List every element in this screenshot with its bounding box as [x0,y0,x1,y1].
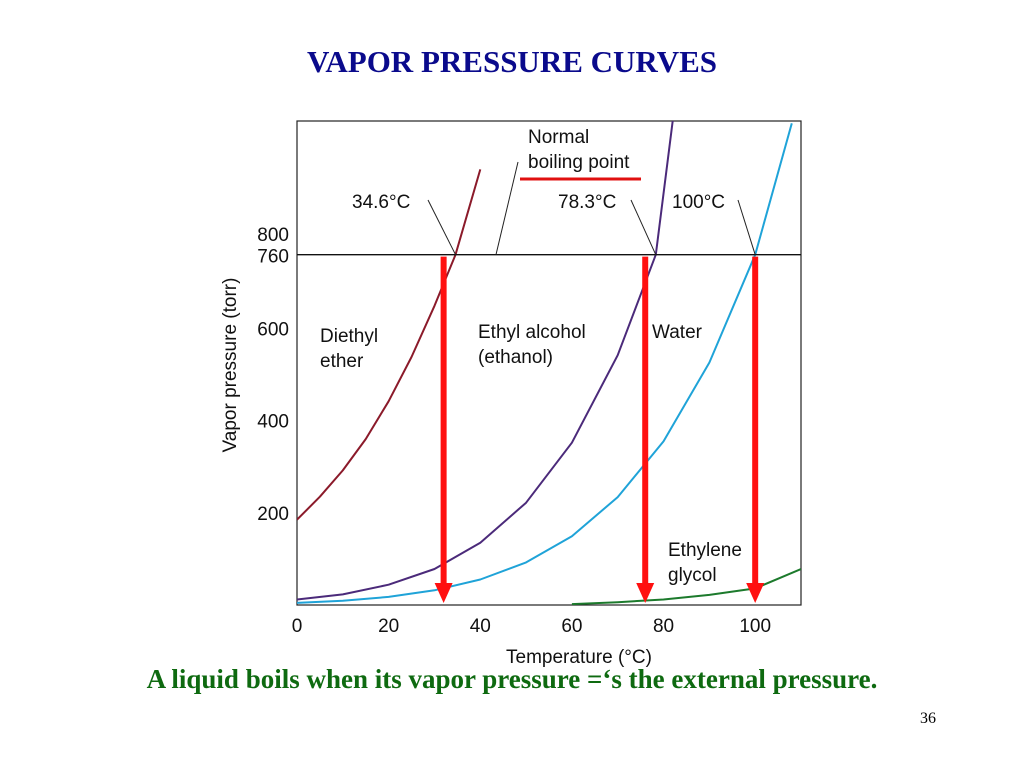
boiling-point-label: 34.6°C [352,192,410,213]
y-axis-label: Vapor pressure (torr) [220,278,241,453]
y-tick-label: 760 [257,247,289,268]
arrows [434,256,765,603]
plot-background [297,121,801,605]
plot-border [296,120,802,606]
series-line-1 [297,121,674,601]
slide-caption: A liquid boils when its vapor pressure =… [146,664,878,694]
boiling-arrow-head [434,583,453,603]
x-tick-label: 100 [739,616,771,637]
y-tick-label: 200 [257,504,289,525]
boiling-point-leader [630,199,657,255]
series-label: (ethanol) [478,347,553,368]
y-tick-label: 400 [257,412,289,433]
x-tick-label: 80 [653,616,674,637]
page-number: 36 [920,710,936,727]
series-line-2 [297,123,793,604]
series-label: Ethyl alcohol [478,322,586,343]
series-line-0 [297,169,482,521]
y-tick-label: 600 [257,319,289,340]
slide-title: VAPOR PRESSURE CURVES [306,44,718,79]
normal-bp-leader [495,161,519,255]
series-label: glycol [668,565,717,586]
x-axis-label: Temperature (°C) [506,647,652,668]
boiling-point-leader [427,199,456,255]
x-tick-label: 60 [561,616,582,637]
boiling-arrow-head [746,583,765,603]
x-tick-label: 0 [292,616,303,637]
x-tick-label: 20 [378,616,399,637]
series-label: Ethylene [668,540,742,561]
x-tick-label: 40 [470,616,491,637]
boiling-arrow-head [636,583,655,603]
boiling-point-label: 78.3°C [558,192,616,213]
normal-bp-label: boiling point [528,152,630,173]
boiling-point-leader [737,199,756,255]
plot-frame [296,120,802,606]
labels: Temperature (°C) Vapor pressure (torr) Die… [220,127,756,668]
series-label: ether [320,351,364,372]
series-label: Diethyl [320,326,378,347]
y-tick-label: 800 [257,225,289,246]
normal-bp-label: Normal [528,127,589,148]
series-label: Water [652,322,703,343]
boiling-point-label: 100°C [672,192,725,213]
